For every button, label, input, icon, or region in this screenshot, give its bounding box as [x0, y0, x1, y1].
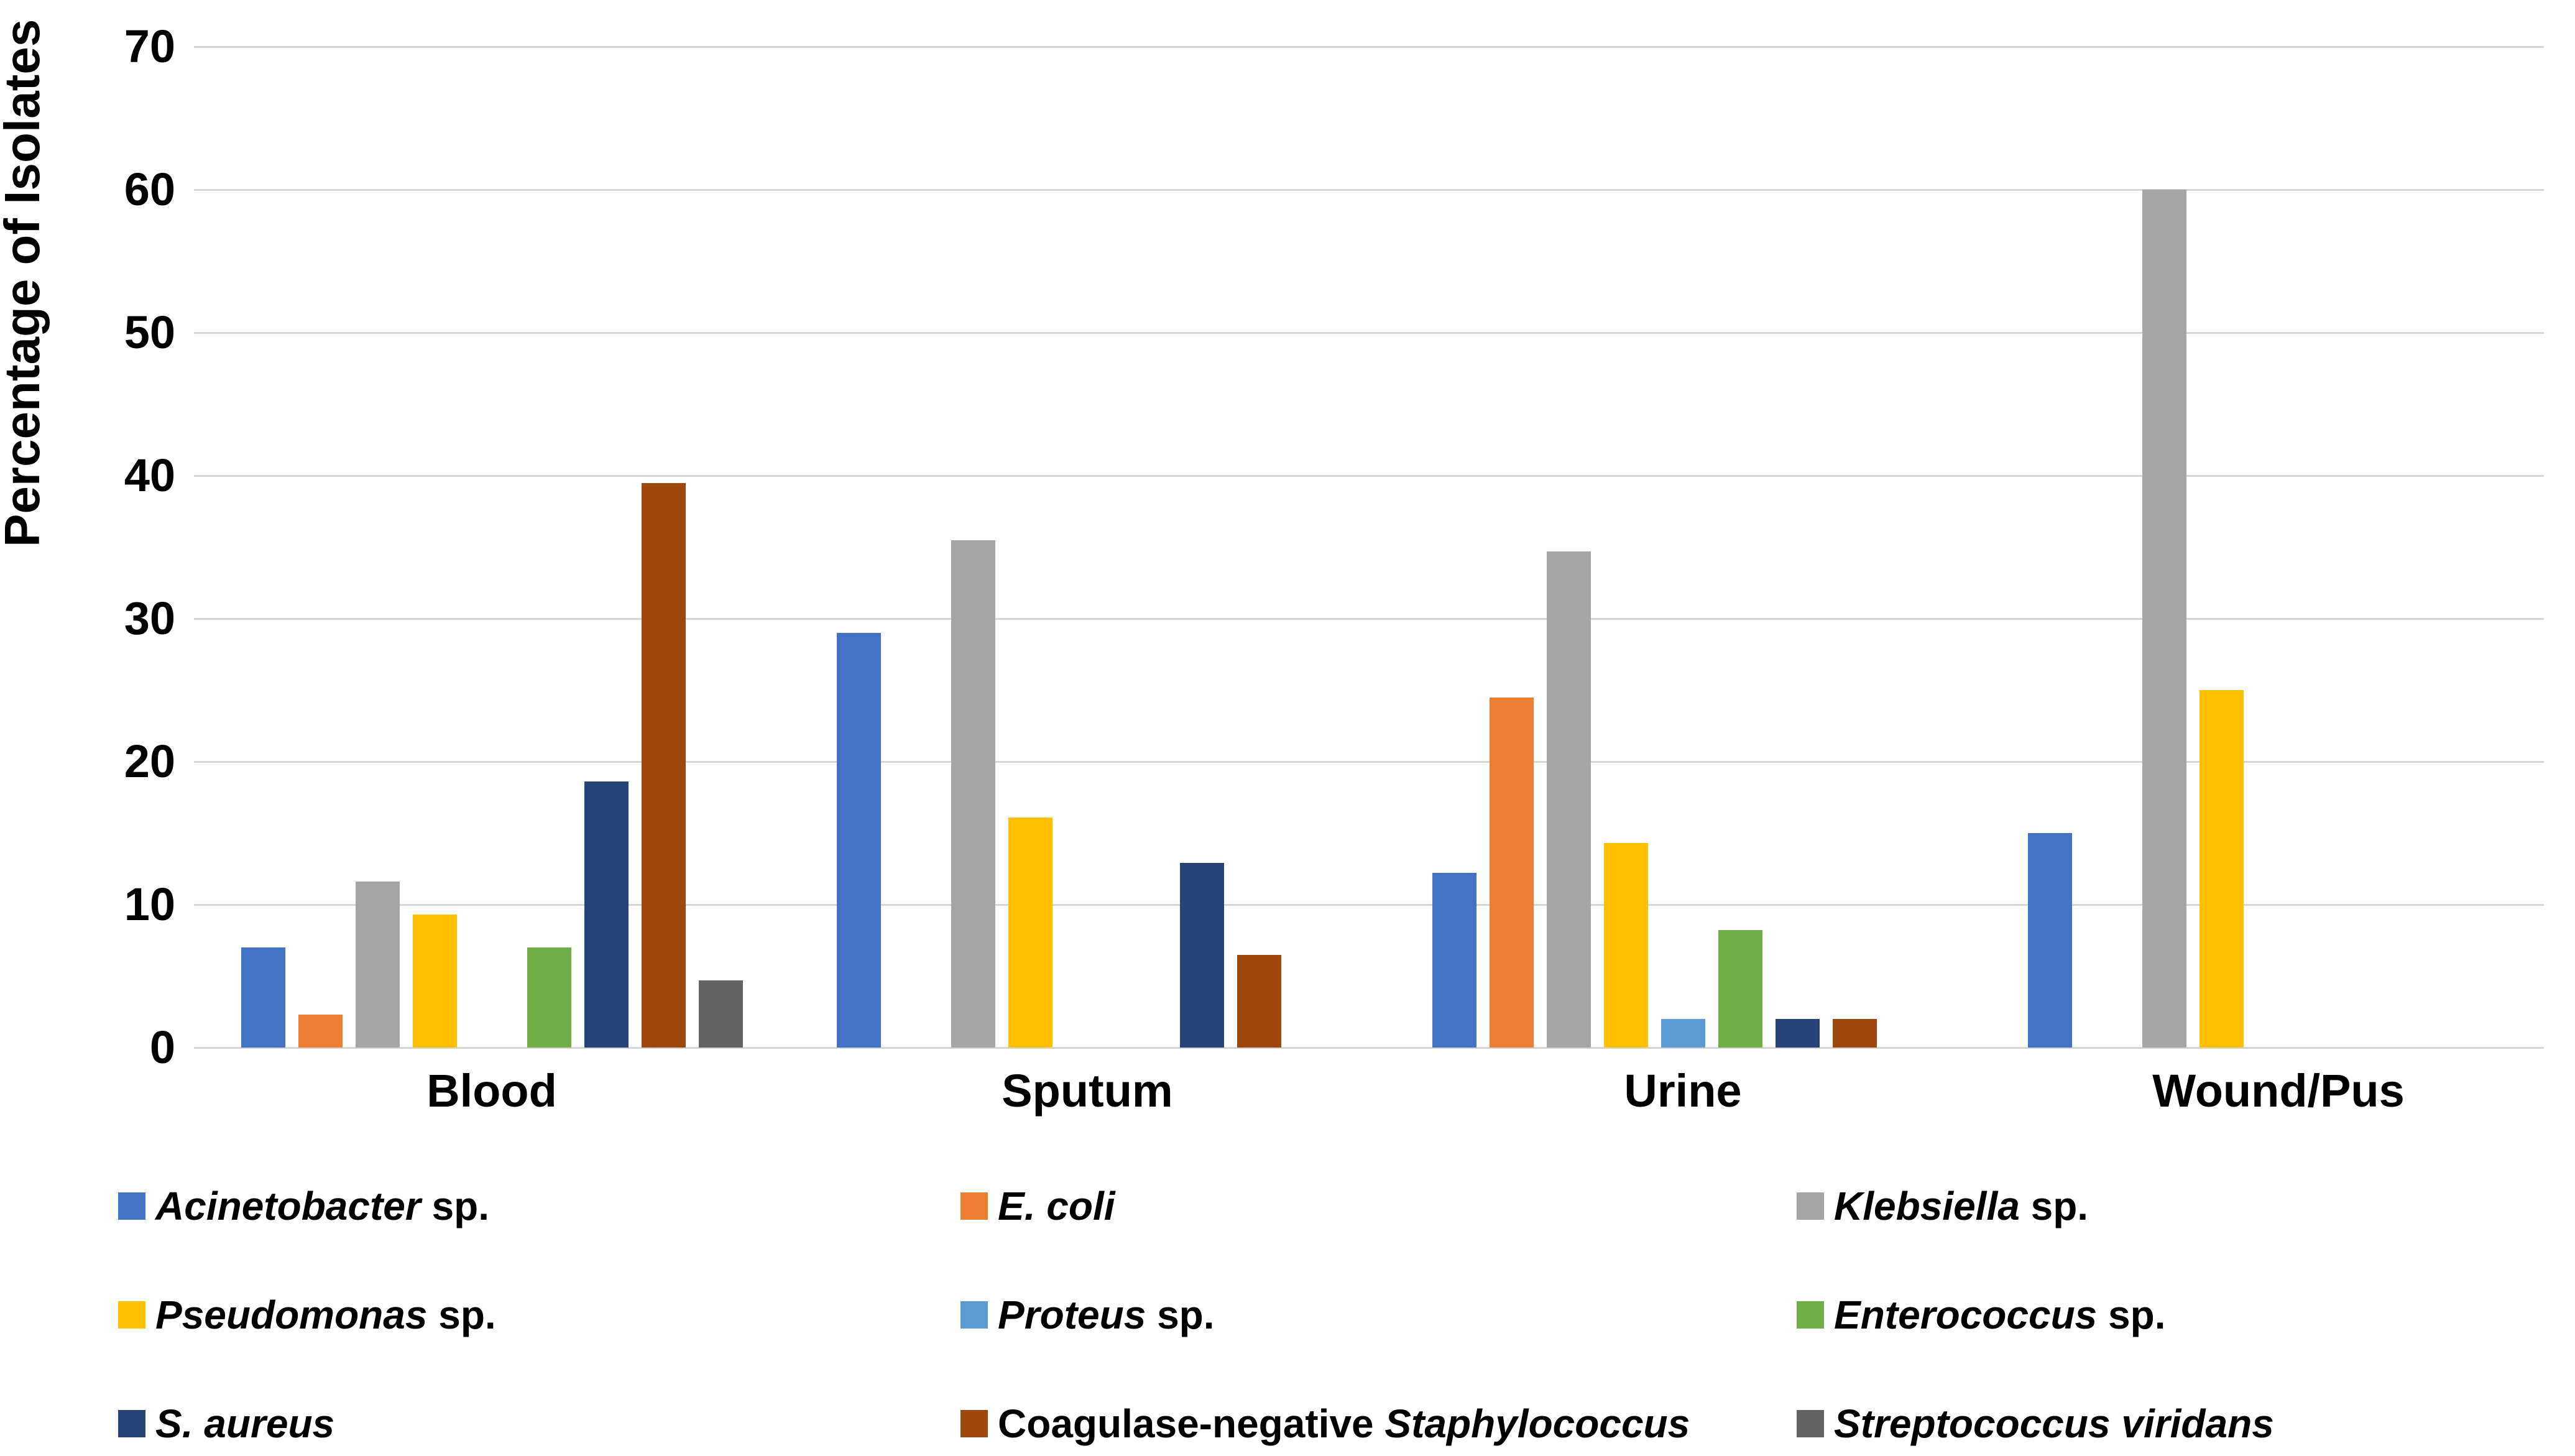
legend-swatch-icon — [960, 1192, 988, 1220]
legend-item-klebsiella-sp-: Klebsiella sp. — [1797, 1178, 2088, 1234]
y-tick-label-60: 60 — [124, 164, 175, 215]
bar — [641, 482, 686, 1048]
category-label-blood: Blood — [426, 1065, 557, 1117]
legend-swatch-icon — [1797, 1192, 1824, 1220]
legend-label: Acinetobacter sp. — [155, 1184, 490, 1228]
legend-label: Klebsiella sp. — [1834, 1184, 2089, 1228]
bar — [355, 882, 400, 1048]
bar — [1237, 954, 1281, 1048]
legend-item-acinetobacter-sp-: Acinetobacter sp. — [118, 1178, 489, 1234]
bar-group-urine — [1385, 47, 1981, 1048]
legend-swatch-icon — [960, 1410, 988, 1437]
bar — [1832, 1019, 1877, 1048]
bar-group-blood — [194, 47, 790, 1048]
legend-label: E. coli — [998, 1184, 1115, 1228]
legend-label: Coagulase-negative Staphylococcus — [998, 1401, 1690, 1446]
legend-item-e-coli: E. coli — [960, 1178, 1115, 1234]
bar — [1775, 1019, 1820, 1048]
legend-label: S. aureus — [155, 1401, 335, 1446]
bar — [412, 915, 457, 1048]
bar — [2199, 690, 2244, 1048]
category-label-sputum: Sputum — [1002, 1065, 1173, 1117]
bar — [1546, 551, 1591, 1048]
bar — [1603, 843, 1648, 1048]
bar — [951, 540, 995, 1048]
gridline-20 — [194, 761, 2544, 763]
legend-swatch-icon — [1797, 1301, 1824, 1329]
bar — [298, 1015, 343, 1048]
y-tick-label-70: 70 — [124, 21, 175, 72]
bar — [836, 633, 881, 1048]
bar — [2027, 833, 2072, 1048]
legend-label: Enterococcus sp. — [1834, 1292, 2166, 1337]
category-label-wound-pus: Wound/Pus — [2152, 1065, 2405, 1117]
gridline-40 — [194, 475, 2544, 477]
bar — [584, 781, 629, 1048]
legend-label: Proteus sp. — [998, 1292, 1215, 1337]
bar — [1432, 873, 1476, 1048]
legend-label: Streptococcus viridans — [1834, 1401, 2274, 1446]
legend-item-pseudomonas-sp-: Pseudomonas sp. — [118, 1287, 496, 1343]
bar-group-wound-pus — [1981, 47, 2575, 1048]
bar — [1718, 930, 1762, 1048]
bar — [1489, 697, 1534, 1048]
legend-swatch-icon — [118, 1301, 145, 1329]
y-tick-label-40: 40 — [124, 449, 175, 501]
y-tick-label-50: 50 — [124, 306, 175, 358]
legend-swatch-icon — [118, 1192, 145, 1220]
legend-item-streptococcus-viridans: Streptococcus viridans — [1797, 1396, 2274, 1452]
legend-item-s-aureus: S. aureus — [118, 1396, 334, 1452]
gridline-0 — [194, 1047, 2544, 1049]
legend-item-enterococcus-sp-: Enterococcus sp. — [1797, 1287, 2166, 1343]
legend-item-coagulase-negative-staphylococcus: Coagulase-negative Staphylococcus — [960, 1396, 1690, 1452]
gridline-70 — [194, 46, 2544, 48]
bar — [698, 980, 743, 1048]
gridline-10 — [194, 904, 2544, 906]
y-tick-label-30: 30 — [124, 592, 175, 644]
legend-swatch-icon — [118, 1410, 145, 1437]
legend-label: Pseudomonas sp. — [155, 1292, 496, 1337]
bar — [1008, 817, 1053, 1048]
y-tick-label-10: 10 — [124, 878, 175, 930]
plot-area — [194, 46, 2544, 1049]
bar — [1661, 1019, 1705, 1048]
category-label-urine: Urine — [1624, 1065, 1742, 1117]
y-tick-label-20: 20 — [124, 735, 175, 787]
bar — [1179, 863, 1224, 1048]
gridline-60 — [194, 189, 2544, 191]
bar — [2142, 190, 2186, 1048]
y-tick-label-0: 0 — [149, 1021, 175, 1073]
bar-group-sputum — [790, 47, 1385, 1048]
legend-swatch-icon — [960, 1301, 988, 1329]
legend-item-proteus-sp-: Proteus sp. — [960, 1287, 1215, 1343]
bar — [241, 947, 285, 1048]
legend-swatch-icon — [1797, 1410, 1824, 1437]
gridline-50 — [194, 332, 2544, 334]
gridline-30 — [194, 618, 2544, 620]
bar — [527, 947, 571, 1048]
